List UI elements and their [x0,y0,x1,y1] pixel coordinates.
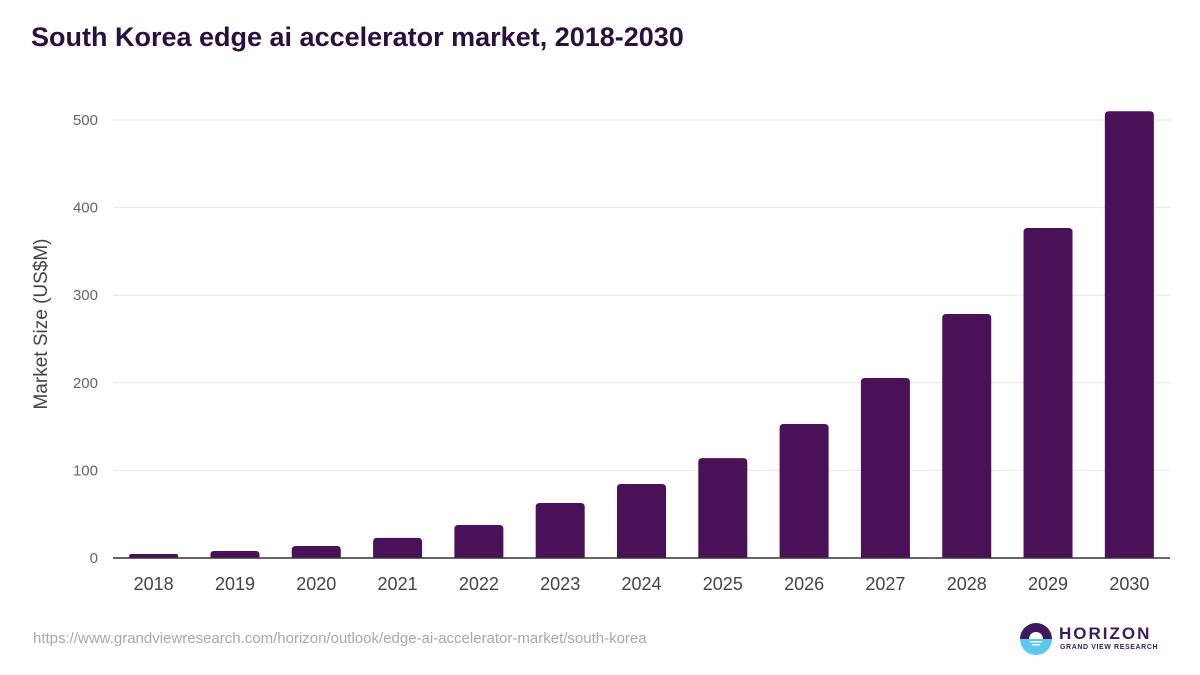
x-tick-label: 2028 [947,574,987,594]
y-tick-label: 0 [90,550,98,567]
x-tick-label: 2021 [378,574,418,594]
x-tick-label: 2030 [1109,574,1149,594]
y-tick-label: 100 [73,462,98,479]
horizon-logo-icon [1020,623,1052,655]
bar-2018 [129,553,179,558]
y-tick-label: 400 [73,200,98,217]
y-tick-label: 300 [73,287,98,304]
x-tick-label: 2024 [621,574,661,594]
x-tick-label: 2027 [865,574,905,594]
bar-2024 [617,483,666,558]
bar-2022 [454,524,504,558]
x-tick-label: 2022 [459,574,499,594]
bar-2027 [860,377,910,558]
bar-2019 [210,550,260,558]
x-tick-label: 2019 [215,574,255,594]
logo-subtitle: GRAND VIEW RESEARCH [1060,644,1159,651]
logo-name: HORIZON [1059,624,1152,643]
y-tick-label: 200 [73,375,98,392]
bar-2030 [1104,111,1154,559]
bar-2020 [291,545,341,558]
source-url[interactable]: https://www.grandviewresearch.com/horizo… [33,630,647,647]
bar-2026 [779,423,829,558]
x-tick-label: 2020 [296,574,336,594]
bar-2028 [942,314,992,558]
bar-2021 [373,537,423,558]
x-tick-label: 2029 [1028,574,1068,594]
x-tick-label: 2018 [134,574,174,594]
bar-2023 [535,502,585,558]
horizon-logo: HORIZON GRAND VIEW RESEARCH [1019,622,1159,658]
y-tick-label: 500 [73,112,98,129]
chart-title: South Korea edge ai accelerator market, … [31,22,684,52]
bar-2025 [698,458,748,558]
x-tick-label: 2023 [540,574,580,594]
x-tick-label: 2025 [703,574,743,594]
bar-2029 [1023,228,1073,558]
x-tick-label: 2026 [784,574,824,594]
y-axis-title: Market Size (US$M) [31,238,52,409]
